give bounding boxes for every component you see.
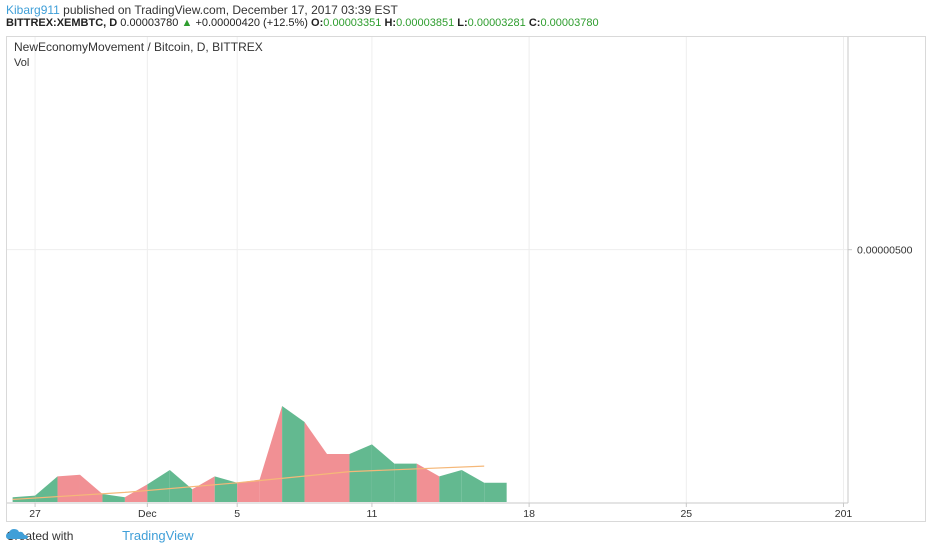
volume-bar (394, 463, 417, 502)
low-value: 0.00003281 (467, 17, 526, 29)
plot-area: 1.6180110.61800.6181.414 (12, 406, 507, 502)
footer: Created with TradingView (6, 528, 194, 543)
volume-bar (484, 482, 507, 502)
close-label: C: (528, 17, 541, 29)
chart-title: NewEconomyMovement / Bitcoin, D, BITTREX (14, 40, 263, 54)
volume-label: Vol (14, 57, 29, 69)
tradingview-cloud-icon (6, 529, 113, 542)
ohlc-legend: BITTREX:XEMBTC, D 0.00003780 ▲ +0.000004… (6, 17, 599, 29)
volume-bar (102, 494, 125, 502)
volume-bar (304, 422, 328, 502)
low-label: L: (457, 17, 468, 29)
volume-bar (439, 470, 462, 502)
volume-bar (192, 476, 215, 502)
volume-bar (124, 484, 148, 502)
volume-bar (282, 406, 305, 502)
x-tick-label: 27 (29, 508, 41, 520)
volume-bar (169, 470, 193, 502)
chart-area[interactable] (6, 36, 926, 522)
author-link[interactable]: Kibarg911 (6, 3, 60, 17)
tradingview-brand[interactable]: TradingView (122, 528, 194, 543)
change-value: +0.00000420 (+12.5%) (195, 17, 308, 29)
volume-bar (214, 476, 238, 502)
volume-ma-line (12, 465, 485, 501)
up-arrow-icon: ▲ (181, 17, 193, 29)
x-tick-label: 201 (835, 508, 853, 520)
open-label: O: (311, 17, 324, 29)
volume-bar (57, 474, 80, 502)
published-text: published on TradingView.com, December 1… (63, 3, 398, 17)
publish-info: Kibarg911 published on TradingView.com, … (6, 3, 398, 17)
y-tick-label: 0.00000500 (857, 245, 913, 257)
close-value: 0.00003780 (540, 17, 599, 29)
volume-bar (237, 479, 260, 502)
volume-bar (259, 406, 283, 502)
x-tick-label: 18 (523, 508, 535, 520)
x-tick-label: 25 (680, 508, 692, 520)
volume-bar (461, 470, 485, 502)
created-with-label: Created with (6, 529, 74, 543)
x-tick-label: Dec (138, 508, 157, 520)
volume-series (12, 406, 507, 502)
volume-bar (147, 470, 170, 502)
last-value: 0.00003780 (120, 17, 179, 29)
volume-bar (371, 444, 395, 502)
high-value: 0.00003851 (396, 17, 455, 29)
volume-bar (79, 474, 103, 502)
x-tick-label: 5 (234, 508, 240, 520)
open-value: 0.00003351 (323, 17, 382, 29)
x-tick-label: 11 (366, 508, 377, 520)
high-label: H: (384, 17, 397, 29)
volume-bar (349, 444, 372, 502)
volume-bar (327, 454, 350, 502)
volume-bar (416, 463, 440, 502)
symbol-label: BITTREX:XEMBTC, D (6, 17, 118, 29)
grid (7, 37, 848, 503)
volume-bar (35, 476, 58, 502)
